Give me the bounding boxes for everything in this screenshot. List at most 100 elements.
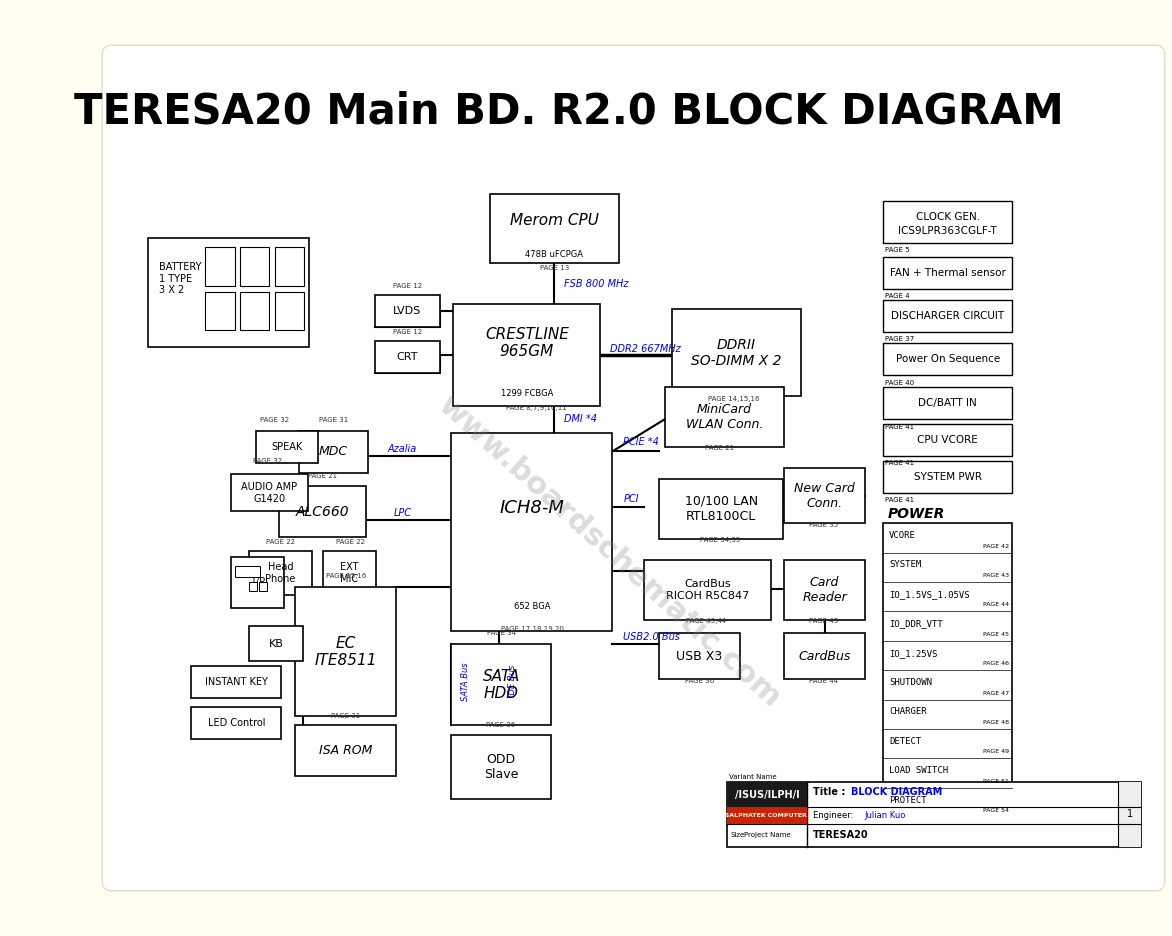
Bar	[375, 295, 440, 328]
Text: PAGE 15,16: PAGE 15,16	[326, 573, 366, 578]
Text: DETECT: DETECT	[888, 737, 921, 746]
Bar	[645, 560, 771, 620]
Text: PAGE 41: PAGE 41	[885, 461, 914, 466]
Text: PAGE 40: PAGE 40	[885, 379, 914, 386]
Bar	[250, 582, 257, 592]
Text: PAGE 43,44: PAGE 43,44	[686, 619, 727, 624]
Bar	[259, 582, 267, 592]
Text: Title :: Title :	[812, 787, 852, 797]
Bar	[451, 433, 612, 631]
Text: VCORE: VCORE	[888, 531, 915, 540]
Text: SYSTEM PWR: SYSTEM PWR	[914, 472, 982, 482]
Text: LVDS: LVDS	[394, 306, 422, 316]
Text: PAGE 54: PAGE 54	[983, 809, 1009, 813]
Text: PAGE 48: PAGE 48	[983, 720, 1009, 725]
Text: Project Name: Project Name	[744, 832, 790, 839]
Text: ICH8-M: ICH8-M	[499, 499, 564, 518]
Bar	[250, 550, 312, 595]
Text: PAGE 32: PAGE 32	[253, 458, 282, 463]
Text: TERESA20 Main BD. R2.0 BLOCK DIAGRAM: TERESA20 Main BD. R2.0 BLOCK DIAGRAM	[74, 91, 1064, 132]
Bar	[279, 487, 366, 537]
Text: ICS9LPR363CGLF-T: ICS9LPR363CGLF-T	[899, 227, 997, 236]
Text: PAGE 31: PAGE 31	[332, 713, 361, 719]
Bar	[295, 588, 396, 716]
Text: PAGE 43: PAGE 43	[983, 573, 1009, 578]
Text: LED Control: LED Control	[207, 718, 265, 728]
Text: PAGE 45: PAGE 45	[983, 632, 1009, 636]
Bar	[275, 247, 305, 286]
Text: PAGE 13: PAGE 13	[540, 265, 570, 271]
Text: PAGE 41: PAGE 41	[885, 424, 914, 430]
Text: IDE Bus: IDE Bus	[509, 665, 518, 697]
Bar	[1118, 782, 1140, 847]
Text: PAGE 31: PAGE 31	[319, 417, 348, 423]
Bar	[672, 309, 800, 396]
Text: LOAD SWITCH: LOAD SWITCH	[888, 767, 948, 775]
Text: IO_1.25VS: IO_1.25VS	[888, 649, 938, 658]
Bar	[250, 626, 302, 661]
Text: PAGE 34: PAGE 34	[486, 631, 516, 636]
Text: IO_DDR_VTT: IO_DDR_VTT	[888, 620, 942, 628]
Bar	[884, 300, 1013, 332]
Text: PAGE 44: PAGE 44	[983, 603, 1009, 607]
Bar	[784, 468, 865, 523]
Text: DMI *4: DMI *4	[564, 415, 597, 424]
Bar	[727, 807, 808, 824]
Text: PAGE 8,7,9,10,11: PAGE 8,7,9,10,11	[505, 405, 566, 411]
Text: INSTANT KEY: INSTANT KEY	[205, 677, 268, 687]
Bar	[884, 523, 1013, 817]
Text: 1: 1	[1126, 810, 1133, 820]
Text: PAGE 35: PAGE 35	[809, 522, 838, 528]
Text: Engineer:: Engineer:	[812, 811, 861, 820]
Bar	[231, 557, 284, 607]
Bar	[659, 634, 740, 680]
Text: PAGE 21: PAGE 21	[706, 445, 735, 451]
Bar	[727, 782, 808, 807]
Text: Merom CPU: Merom CPU	[510, 212, 599, 227]
Text: SATA
HDD: SATA HDD	[483, 668, 519, 701]
Text: Azalia: Azalia	[387, 444, 416, 454]
Text: /ISUS/ILPH/I: /ISUS/ILPH/I	[735, 790, 799, 799]
Bar	[148, 239, 309, 346]
Text: CHARGER: CHARGER	[888, 708, 927, 716]
Text: 10/100 LAN
RTL8100CL: 10/100 LAN RTL8100CL	[684, 495, 758, 523]
Text: DISCHARGER CIRCUIT: DISCHARGER CIRCUIT	[891, 311, 1004, 321]
Text: PAGE 37: PAGE 37	[885, 336, 914, 343]
Bar	[231, 475, 308, 511]
Text: PAGE 43: PAGE 43	[809, 619, 838, 624]
Text: CLOCK GEN.: CLOCK GEN.	[915, 212, 980, 222]
Text: PAGE 5: PAGE 5	[885, 247, 909, 253]
Text: BLOCK DIAGRAM: BLOCK DIAGRAM	[851, 787, 942, 797]
Text: FAN + Thermal sensor: FAN + Thermal sensor	[890, 268, 1006, 278]
Text: Card
Reader: Card Reader	[802, 576, 847, 604]
Text: SHUTDOWN: SHUTDOWN	[888, 678, 932, 687]
Text: PAGE 17,18,19,20: PAGE 17,18,19,20	[500, 626, 564, 632]
Text: CardBus: CardBus	[798, 650, 851, 663]
Text: PROTECT: PROTECT	[888, 796, 927, 805]
Bar	[240, 247, 270, 286]
Bar	[299, 431, 368, 473]
Text: 1299 FCBGA: 1299 FCBGA	[500, 388, 553, 398]
Text: Julian Kuo: Julian Kuo	[864, 811, 906, 820]
Bar	[255, 431, 319, 463]
Text: New Card
Conn.: New Card Conn.	[795, 481, 854, 509]
Text: DC/BATT IN: DC/BATT IN	[919, 398, 977, 408]
Text: ODD
Slave: ODD Slave	[484, 753, 518, 781]
Text: CRT: CRT	[396, 352, 418, 362]
Text: PAGE 12: PAGE 12	[393, 329, 422, 335]
Text: CRESTLINE
965GM: CRESTLINE 965GM	[485, 327, 568, 359]
Text: MiniCard
WLAN Conn.: MiniCard WLAN Conn.	[686, 403, 763, 431]
Text: PAGE 14,15,16: PAGE 14,15,16	[708, 396, 759, 402]
Bar	[191, 707, 281, 739]
Text: CardBus
RICOH R5C847: CardBus RICOH R5C847	[666, 579, 750, 601]
Text: KB: KB	[268, 638, 284, 649]
Text: BATTERY
1 TYPE
3 X 2: BATTERY 1 TYPE 3 X 2	[159, 262, 202, 295]
Text: CPU VCORE: CPU VCORE	[918, 435, 979, 445]
Text: PCI: PCI	[624, 494, 639, 505]
Bar	[234, 566, 260, 578]
Bar	[240, 291, 270, 330]
Bar	[884, 201, 1013, 242]
Text: USB X3: USB X3	[676, 650, 723, 663]
Bar	[659, 479, 783, 539]
Bar	[205, 291, 234, 330]
